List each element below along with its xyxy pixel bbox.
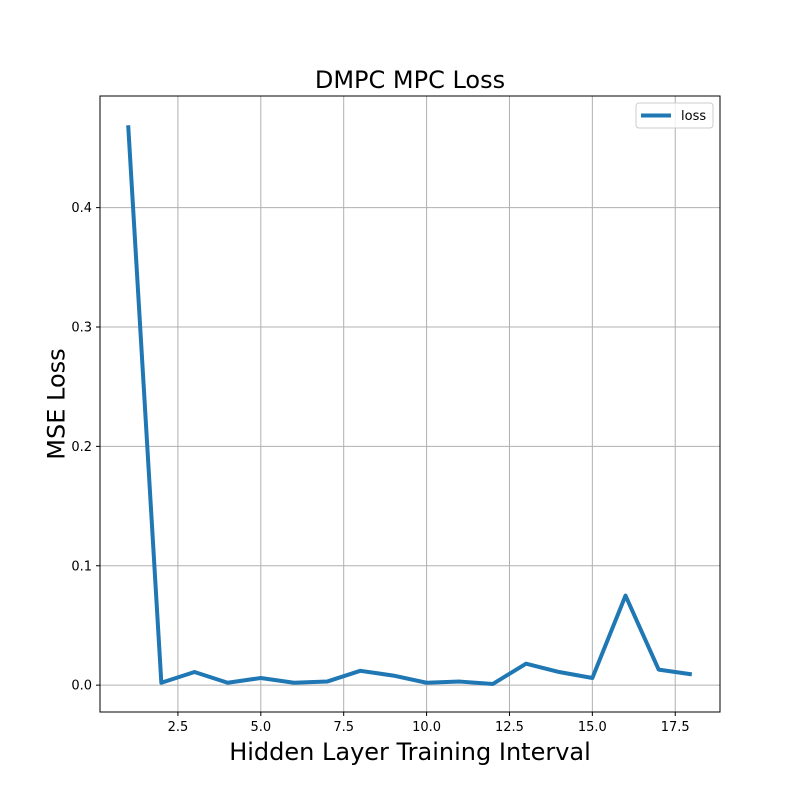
x-tick-label: 7.5 — [333, 720, 354, 735]
plot-frame — [99, 95, 721, 713]
legend: loss — [635, 102, 714, 129]
x-tick-label: 17.5 — [661, 720, 690, 735]
chart-title: DMPC MPC Loss — [315, 66, 505, 94]
legend-box — [635, 102, 714, 129]
y-axis-title: MSE Loss — [42, 348, 70, 459]
x-tick-label: 2.5 — [168, 720, 189, 735]
series-layer — [126, 125, 693, 686]
legend-label-loss: loss — [681, 109, 706, 124]
y-tick-label: 0.0 — [71, 679, 92, 694]
x-tick-label: 15.0 — [578, 720, 607, 735]
y-axis-ticks: 0.0 0.1 0.2 0.3 0.4 — [71, 201, 100, 694]
x-tick-label: 5.0 — [250, 720, 271, 735]
y-tick-label: 0.2 — [71, 440, 92, 455]
x-axis-title: Hidden Layer Training Interval — [229, 738, 591, 766]
series-line-loss — [126, 125, 693, 686]
grid-lines — [100, 96, 720, 712]
x-axis-ticks: 2.5 5.0 7.5 10.0 12.5 15.0 17.5 — [168, 712, 690, 735]
y-tick-label: 0.4 — [71, 201, 92, 216]
x-tick-label: 10.0 — [412, 720, 441, 735]
x-tick-label: 12.5 — [495, 720, 524, 735]
y-tick-label: 0.3 — [71, 321, 92, 336]
y-tick-label: 0.1 — [71, 559, 92, 574]
